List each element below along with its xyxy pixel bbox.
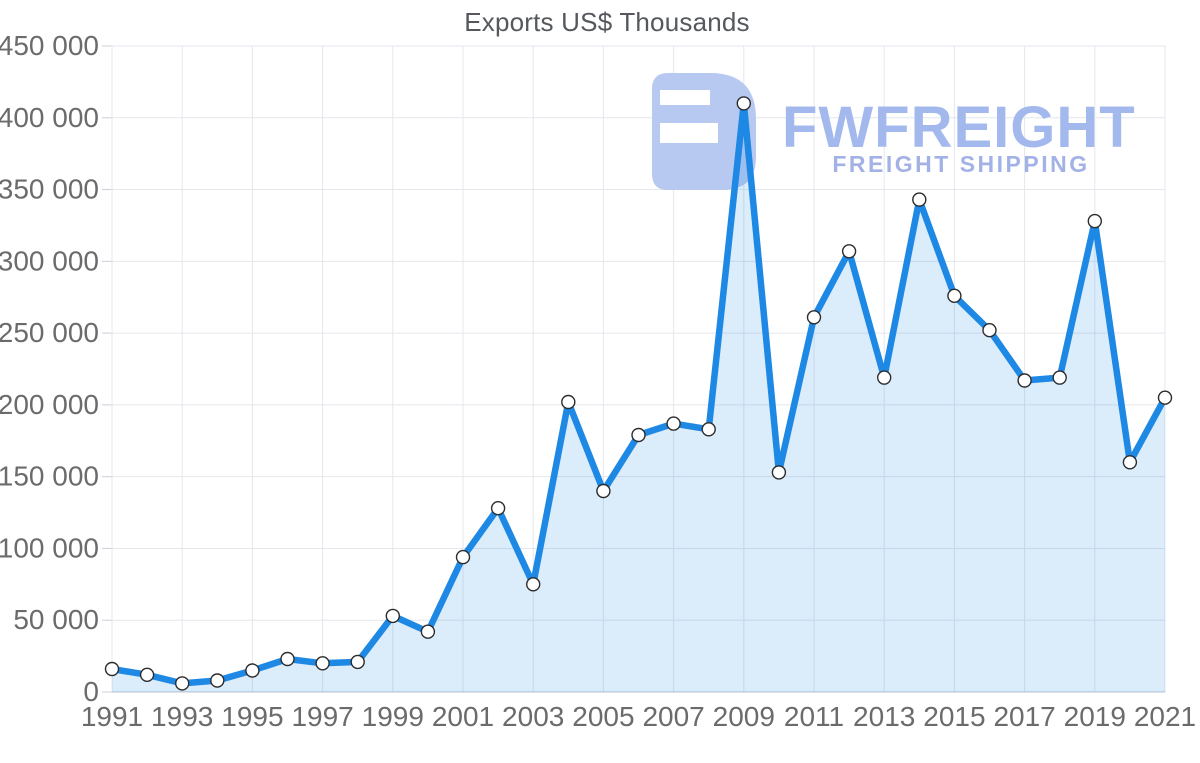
series-area-fill [112,103,1165,692]
watermark-brand-text: FWFREIGHT [782,95,1136,160]
svg-text:450 000: 450 000 [0,30,99,61]
svg-text:200 000: 200 000 [0,389,99,420]
svg-text:2009: 2009 [713,701,775,732]
data-point-markers[interactable] [104,96,1173,691]
svg-text:100 000: 100 000 [0,532,99,563]
svg-text:1993: 1993 [151,701,213,732]
svg-text:400 000: 400 000 [0,102,99,133]
axis-tick-labels: 0 50 000 100 000 150 000 200 000 250 000 300 0… [0,30,1196,732]
svg-text:2005: 2005 [572,701,634,732]
fwfreight-watermark: FWFREIGHT FREIGHT SHIPPING [652,73,1136,190]
svg-text:2013: 2013 [853,701,915,732]
svg-text:2021: 2021 [1134,701,1196,732]
svg-text:1995: 1995 [221,701,283,732]
svg-text:2001: 2001 [432,701,494,732]
svg-text:0: 0 [83,676,99,707]
svg-text:2019: 2019 [1064,701,1126,732]
svg-text:250 000: 250 000 [0,317,99,348]
svg-text:2015: 2015 [923,701,985,732]
watermark-subtitle-text: FREIGHT SHIPPING [832,151,1089,177]
svg-text:150 000: 150 000 [0,461,99,492]
svg-text:350 000: 350 000 [0,174,99,205]
svg-text:2011: 2011 [784,701,844,732]
chart-title: Exports US$ Thousands [464,7,750,37]
svg-text:50 000: 50 000 [13,604,99,635]
fwfreight-logo-icon [652,73,756,190]
svg-text:1991: 1991 [81,701,143,732]
svg-text:1997: 1997 [291,701,353,732]
svg-text:2003: 2003 [502,701,564,732]
svg-text:1999: 1999 [362,701,424,732]
svg-text:2017: 2017 [993,701,1055,732]
svg-text:2007: 2007 [642,701,704,732]
svg-text:300 000: 300 000 [0,245,99,276]
